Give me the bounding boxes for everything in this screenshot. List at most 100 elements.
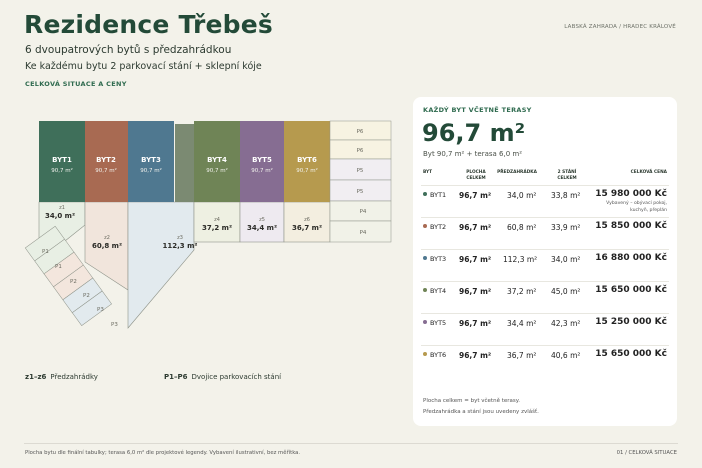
house-byt6 bbox=[284, 121, 330, 202]
table-row: BYT5 96,7 m² 34,4 m² 42,3 m² 15 250 000 … bbox=[421, 313, 669, 345]
row-color-dot bbox=[423, 352, 427, 356]
card-footnote-2: Předzahrádka a stání jsou uvedeny zvlášť… bbox=[423, 409, 539, 415]
garden-label-z5: z5 bbox=[259, 217, 265, 223]
house-area-byt1: 90,7 m² bbox=[51, 167, 73, 174]
summary-card: KAŽDÝ BYT VČETNĚ TERASY 96,7 m² Byt 90,7… bbox=[413, 97, 677, 426]
row-stani: 34,0 m² bbox=[551, 255, 581, 264]
house-area-byt5: 90,7 m² bbox=[251, 167, 273, 174]
row-price: 15 650 000 Kč bbox=[595, 349, 667, 359]
garden-area-z5: 34,4 m² bbox=[247, 224, 277, 232]
house-area-byt4: 90,7 m² bbox=[206, 167, 228, 174]
row-predzahradka: 60,8 m² bbox=[507, 223, 537, 232]
garden-area-z4: 37,2 m² bbox=[202, 224, 232, 232]
garden-area-z1: 34,0 m² bbox=[45, 212, 75, 220]
row-byt-label: BYT5 bbox=[430, 319, 447, 327]
garden-label-z2: z2 bbox=[104, 235, 110, 241]
table-row: BYT2 96,7 m² 60,8 m² 33,9 m² 15 850 000 … bbox=[421, 217, 669, 249]
house-byt5 bbox=[240, 121, 284, 202]
row-predzahradka: 34,0 m² bbox=[507, 191, 537, 200]
page-title: Rezidence Třebeš bbox=[24, 10, 273, 39]
row-byt: BYT6 bbox=[423, 351, 446, 359]
row-predzahradka: 34,4 m² bbox=[507, 319, 537, 328]
subtitle: 6 dvoupatrových bytů s předzahrádkou bbox=[25, 44, 232, 56]
row-byt: BYT3 bbox=[423, 255, 446, 263]
house-label-byt6: BYT6 bbox=[297, 156, 317, 164]
house-byt2 bbox=[85, 121, 128, 202]
footer-page-label: 01 / CELKOVÁ SITUACE bbox=[616, 450, 677, 456]
card-footnote-1: Plocha celkem = byt včetně terasy. bbox=[423, 398, 520, 404]
row-stani: 33,9 m² bbox=[551, 223, 581, 232]
row-plocha: 96,7 m² bbox=[459, 191, 492, 200]
row-stani: 33,8 m² bbox=[551, 191, 581, 200]
legend-gardens: z1–z6 Předzahrádky bbox=[25, 373, 98, 381]
parking-left-label-4: P2 bbox=[83, 293, 90, 299]
row-price: 15 650 000 Kč bbox=[595, 285, 667, 295]
legend-parking: P1–P6 Dvojice parkovacích stání bbox=[164, 373, 281, 381]
parking-right-label-4: P5 bbox=[357, 189, 364, 195]
garden-label-z3: z3 bbox=[177, 235, 183, 241]
row-byt: BYT1 bbox=[423, 191, 446, 199]
row-byt: BYT5 bbox=[423, 319, 446, 327]
parking-left-label-2: P1 bbox=[55, 264, 62, 270]
house-byt1 bbox=[39, 121, 85, 202]
col-stani: 2 STÁNÍ CELKEM bbox=[557, 170, 577, 181]
row-color-dot bbox=[423, 320, 427, 324]
garden-area-z2: 60,8 m² bbox=[92, 242, 122, 250]
row-price: 15 250 000 Kč bbox=[595, 317, 667, 327]
parking-right-label-1: P6 bbox=[357, 129, 364, 135]
row-price: 15 980 000 Kč bbox=[595, 189, 667, 199]
house-area-byt2: 90,7 m² bbox=[95, 167, 117, 174]
row-stani: 42,3 m² bbox=[551, 319, 581, 328]
row-byt-label: BYT3 bbox=[430, 255, 447, 263]
parking-left-label-1: P1 bbox=[42, 249, 49, 255]
parking-left-label-6: P3 bbox=[111, 322, 118, 328]
table-row: BYT3 96,7 m² 112,3 m² 34,0 m² 16 880 000… bbox=[421, 249, 669, 281]
table-row: BYT4 96,7 m² 37,2 m² 45,0 m² 15 650 000 … bbox=[421, 281, 669, 313]
house-byt4 bbox=[194, 121, 240, 202]
legend-parking-key: P1–P6 bbox=[164, 373, 188, 381]
col-byt: BYT bbox=[423, 170, 433, 175]
col-predzahradka: PŘEDZAHRÁDKA bbox=[497, 170, 537, 175]
row-byt-label: BYT4 bbox=[430, 287, 447, 295]
table-row: BYT1 96,7 m² 34,0 m² 33,8 m² 15 980 000 … bbox=[421, 185, 669, 217]
parking-right-label-6: P4 bbox=[360, 230, 367, 236]
row-byt-label: BYT6 bbox=[430, 351, 447, 359]
row-byt: BYT2 bbox=[423, 223, 446, 231]
legend-gardens-key: z1–z6 bbox=[25, 373, 47, 381]
row-color-dot bbox=[423, 224, 427, 228]
house-label-byt5: BYT5 bbox=[252, 156, 272, 164]
location-label: LABSKÁ ZAHRADA / HRADEC KRÁLOVÉ bbox=[564, 24, 676, 30]
row-color-dot bbox=[423, 288, 427, 292]
house-label-byt2: BYT2 bbox=[96, 156, 116, 164]
garden-z6-area bbox=[283, 201, 331, 243]
row-plocha: 96,7 m² bbox=[459, 319, 492, 328]
row-plocha: 96,7 m² bbox=[459, 287, 492, 296]
col-cena: CELKOVÁ CENA bbox=[630, 170, 667, 175]
house-label-byt3: BYT3 bbox=[141, 156, 161, 164]
parking-right-6 bbox=[329, 220, 392, 243]
garden-z5-area bbox=[239, 201, 285, 243]
connector-block bbox=[175, 124, 194, 202]
row-byt-label: BYT1 bbox=[430, 191, 447, 199]
garden-z4-area bbox=[193, 201, 241, 243]
parking-left-strip bbox=[24, 225, 112, 327]
house-area-byt6: 90,7 m² bbox=[296, 167, 318, 174]
row-byt-label: BYT2 bbox=[430, 223, 447, 231]
parking-left-label-5: P3 bbox=[97, 307, 104, 313]
col-plocha: PLOCHA CELKEM bbox=[466, 170, 486, 181]
table-row: BYT6 96,7 m² 36,7 m² 40,6 m² 15 650 000 … bbox=[421, 345, 669, 377]
card-note: Byt 90,7 m² + terasa 6,0 m² bbox=[423, 150, 523, 158]
card-area: 96,7 m² bbox=[422, 119, 526, 147]
row-predzahradka: 36,7 m² bbox=[507, 351, 537, 360]
garden-label-z1: z1 bbox=[59, 205, 65, 211]
row-color-dot bbox=[423, 192, 427, 196]
section-label: CELKOVÁ SITUACE A CENY bbox=[25, 80, 127, 88]
subline: Ke každému bytu 2 parkovací stání + skle… bbox=[25, 61, 262, 72]
legend-gardens-text: Předzahrádky bbox=[50, 373, 98, 381]
house-label-byt4: BYT4 bbox=[207, 156, 227, 164]
row-byt: BYT4 bbox=[423, 287, 446, 295]
row-plocha: 96,7 m² bbox=[459, 223, 492, 232]
garden-area-z3: 112,3 m² bbox=[163, 242, 198, 250]
parking-right-label-5: P4 bbox=[360, 209, 367, 215]
